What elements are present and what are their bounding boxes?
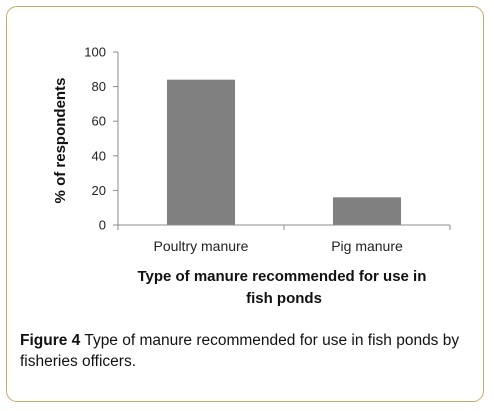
x-axis-title-line-1: Type of manure recommended for use in bbox=[137, 268, 426, 285]
x-axis-title: Type of manure recommended for use in fi… bbox=[137, 268, 430, 307]
bar bbox=[332, 197, 402, 225]
y-axis: 0 20 40 60 80 100 bbox=[84, 45, 119, 233]
figure-frame bbox=[6, 6, 484, 402]
y-axis-title: % of respondents bbox=[52, 78, 69, 204]
figure-caption: Figure 4 Type of manure recommended for … bbox=[20, 330, 480, 372]
figure-caption-text: Type of manure recommended for use in fi… bbox=[20, 332, 460, 370]
bars bbox=[166, 79, 402, 226]
y-tick-label: 20 bbox=[92, 183, 106, 198]
y-tick-label: 0 bbox=[99, 218, 106, 233]
x-category-label: Pig manure bbox=[331, 238, 403, 254]
y-tick-label: 40 bbox=[92, 148, 106, 163]
x-axis-title-line-2: fish ponds bbox=[246, 290, 322, 307]
bar bbox=[166, 79, 236, 226]
y-tick-label: 60 bbox=[92, 114, 106, 129]
x-category-label: Poultry manure bbox=[154, 238, 249, 254]
bar-chart: 0 20 40 60 80 100 Poultry manure Pig manure % … bbox=[52, 45, 451, 307]
y-tick-label: 100 bbox=[84, 45, 106, 60]
figure-number: Figure 4 bbox=[20, 332, 81, 349]
x-axis: Poultry manure Pig manure bbox=[117, 224, 451, 254]
y-tick-label: 80 bbox=[92, 79, 106, 94]
